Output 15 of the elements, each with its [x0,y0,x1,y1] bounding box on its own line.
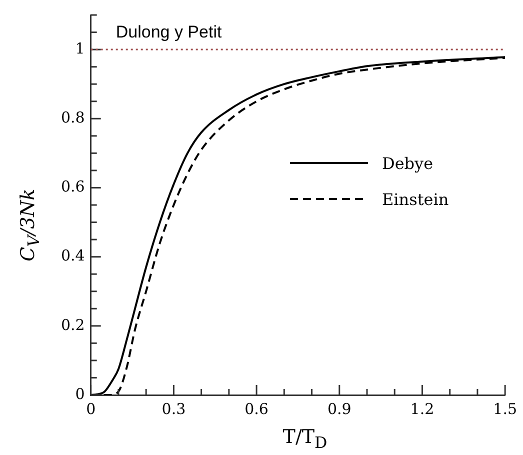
y-tick-label: 1 [75,39,85,58]
x-tick-label: 0.6 [244,400,268,418]
x-tick-label: 0.9 [327,400,352,418]
x-axis-title: T/T$_{D}$ [282,426,328,452]
y-tick-label: 0.4 [60,246,85,265]
ref-line-label: Dulong y Petit [116,22,222,42]
x-tick-label: 1.2 [410,400,434,418]
y-tick-label: 0 [75,384,85,403]
x-tick-label: 1.5 [493,400,517,418]
y-tick-label: 0.2 [60,316,85,334]
y-tick-label: 0.6 [60,178,85,196]
legend-label: Einstein [382,190,449,208]
legend-label: Debye [382,154,434,172]
x-tick-label: 0.3 [162,400,186,418]
y-tick-label: 0.8 [60,108,85,127]
